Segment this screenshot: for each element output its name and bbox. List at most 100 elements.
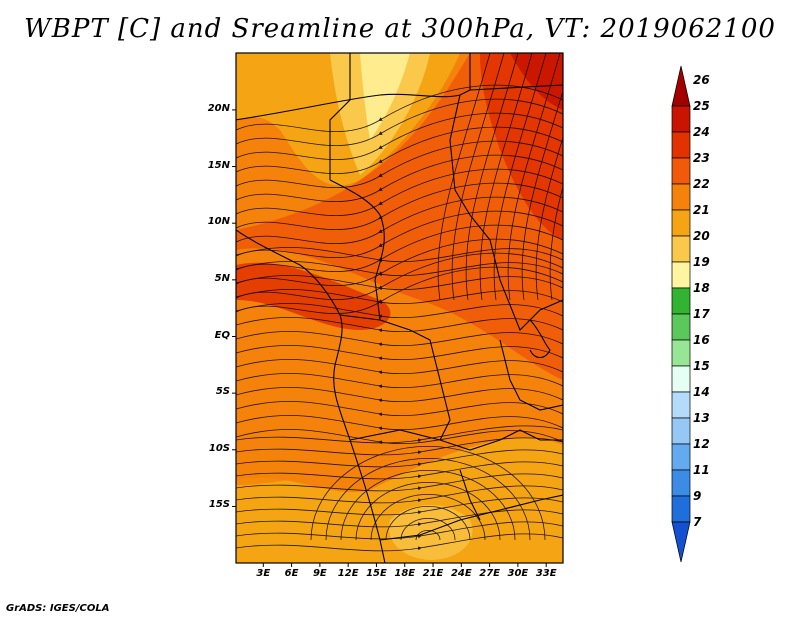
streamline [236, 330, 563, 347]
lat-tick-label: 15S [208, 499, 230, 511]
lon-tick-label: 24E [450, 568, 472, 579]
lat-tick-label: 15N [207, 159, 230, 171]
streamline [236, 260, 563, 277]
lon-tick-label: 15E [366, 568, 387, 579]
colorbar-swatch [671, 391, 691, 419]
streamline [236, 449, 563, 468]
streamline [535, 135, 563, 301]
streamline [236, 316, 563, 333]
colorbar-label: 12 [693, 437, 710, 451]
streamline [236, 302, 563, 319]
streamline [236, 414, 563, 431]
colorbar-label: 25 [693, 99, 710, 113]
streamline [325, 458, 531, 541]
colorbar [671, 65, 691, 563]
streamline [370, 494, 486, 541]
streamline [236, 210, 563, 259]
streamline [236, 126, 563, 175]
lon-tick-label: 21E [422, 568, 444, 579]
streamline [400, 518, 456, 541]
colorbar-swatch [671, 521, 691, 563]
colorbar-swatch [671, 443, 691, 471]
streamline [236, 196, 563, 245]
streamline [385, 506, 471, 541]
streamline [236, 168, 563, 217]
colorbar-label: 9 [693, 489, 702, 503]
streamline [236, 533, 563, 552]
streamline [236, 485, 563, 504]
lon-tick-label: 3E [256, 568, 271, 579]
streamline [493, 53, 547, 301]
lon-tick-label: 12E [337, 568, 359, 579]
streamline [236, 84, 563, 133]
colorbar-swatch [671, 469, 691, 497]
colorbar-label: 18 [693, 281, 710, 295]
streamline [507, 53, 561, 301]
colorbar-label: 13 [693, 411, 710, 425]
streamline [236, 497, 563, 516]
streamline [236, 521, 563, 540]
streamline [465, 53, 519, 301]
lon-tick-label: 9E [312, 568, 327, 579]
colorbar-label: 17 [693, 307, 710, 321]
lon-tick-label: 6E [284, 568, 299, 579]
colorbar-swatch [671, 287, 691, 315]
lat-tick-label: 20N [207, 102, 230, 114]
colorbar-label: 23 [693, 151, 710, 165]
colorbar-label: 20 [693, 229, 710, 243]
lon-tick-label: 18E [394, 568, 416, 579]
streamline [564, 53, 616, 300]
streamline [236, 473, 563, 492]
colorbar-swatch [671, 157, 691, 185]
colorbar-swatch [671, 365, 691, 393]
colorbar-label: 21 [693, 203, 710, 217]
streamline [236, 461, 563, 480]
colorbar-swatch [671, 417, 691, 445]
lat-tick-label: 5N [214, 272, 230, 284]
lon-tick-label: 33E [535, 568, 557, 579]
streamline [479, 53, 533, 301]
streamline [236, 509, 563, 528]
lon-tick-label: 27E [479, 568, 500, 579]
streamline [236, 428, 563, 445]
streamline [236, 112, 563, 161]
colorbar-swatch [671, 65, 691, 107]
streamline [236, 386, 563, 403]
lat-tick-label: EQ [214, 329, 230, 341]
colorbar-label: 7 [693, 515, 702, 529]
colorbar-label: 26 [693, 73, 710, 87]
colorbar-swatch [671, 105, 691, 133]
lat-tick-label: 5S [215, 386, 230, 398]
colorbar-swatch [671, 235, 691, 263]
streamline [451, 53, 505, 301]
streamline [236, 154, 563, 203]
streamline [236, 425, 563, 444]
colorbar-swatch [671, 183, 691, 211]
colorbar-swatch [671, 339, 691, 367]
streamline [236, 182, 563, 231]
streamline [549, 184, 563, 301]
map-frame [235, 52, 564, 564]
map-title: WBPT [C] and Sreamline at 300hPa, VT: 20… [24, 14, 776, 44]
colorbar-label: 11 [693, 463, 710, 477]
grads-credit: GrADS: IGES/COLA [6, 603, 110, 614]
streamline [236, 400, 563, 417]
streamline [236, 437, 563, 456]
lat-tick-label: 10S [208, 442, 230, 454]
streamline [236, 358, 563, 375]
streamline [236, 140, 563, 189]
colorbar-label: 19 [693, 255, 710, 269]
colorbar-label: 24 [693, 125, 710, 139]
colorbar-label: 15 [693, 359, 710, 373]
streamline [310, 446, 546, 541]
colorbar-swatch [671, 313, 691, 341]
colorbar-swatch [671, 209, 691, 237]
streamline [236, 274, 563, 291]
lon-tick-label: 30E [507, 568, 529, 579]
colorbar-label: 16 [693, 333, 710, 347]
colorbar-swatch [671, 495, 691, 523]
streamline [236, 344, 563, 361]
streamline [437, 53, 491, 301]
lat-tick-label: 10N [207, 216, 230, 228]
